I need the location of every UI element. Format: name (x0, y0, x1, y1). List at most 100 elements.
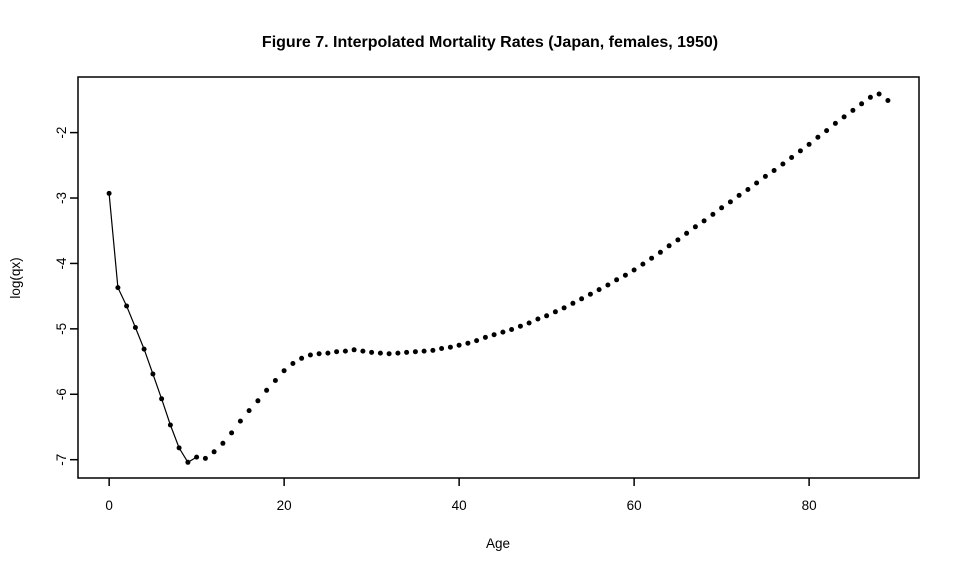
data-point (824, 128, 830, 134)
x-tick-label: 20 (277, 498, 292, 513)
data-point (377, 350, 383, 356)
data-point (684, 230, 690, 236)
data-point (552, 309, 558, 315)
data-point (701, 218, 707, 224)
data-point (692, 224, 698, 230)
data-point (482, 334, 488, 340)
data-point (605, 282, 611, 288)
data-point (211, 449, 217, 455)
data-point (745, 187, 751, 192)
y-tick-label: -5 (54, 323, 69, 335)
data-point (640, 261, 646, 267)
data-point (570, 300, 576, 306)
data-point (447, 344, 453, 350)
x-tick-label: 40 (452, 498, 467, 513)
data-point (115, 285, 121, 291)
data-point (727, 199, 733, 205)
data-point (150, 371, 156, 377)
data-point (587, 291, 593, 297)
data-point (386, 351, 392, 357)
data-point (780, 161, 786, 167)
data-point (290, 361, 296, 366)
data-point (649, 255, 655, 261)
data-point (325, 350, 331, 356)
data-point (789, 155, 795, 160)
data-point (369, 349, 375, 355)
data-point (185, 459, 191, 465)
y-tick-label: -7 (54, 454, 69, 466)
y-tick-label: -6 (54, 388, 69, 400)
data-point (439, 346, 445, 351)
data-point (736, 192, 742, 198)
data-point (220, 440, 226, 446)
data-point (614, 277, 620, 283)
data-point (850, 107, 856, 113)
data-point (491, 332, 497, 338)
data-point (544, 313, 550, 319)
data-point (806, 141, 812, 147)
data-point (124, 303, 130, 309)
y-tick-label: -4 (54, 257, 69, 269)
data-point (395, 350, 401, 356)
x-tick-label: 60 (627, 498, 642, 513)
data-point (246, 408, 252, 414)
chart-title: Figure 7. Interpolated Mortality Rates (… (262, 34, 718, 51)
data-point (867, 94, 873, 100)
data-point (281, 368, 287, 374)
y-axis-ticks: -7 -6 -5 -4 -3 -2 (54, 127, 78, 466)
data-point (579, 296, 585, 302)
data-point (885, 98, 891, 103)
data-point (762, 173, 768, 179)
data-point (832, 120, 838, 126)
y-tick-label: -3 (54, 192, 69, 204)
data-point (167, 422, 173, 428)
data-point (754, 180, 760, 186)
data-point (517, 323, 523, 329)
data-point (404, 349, 410, 355)
data-point (360, 348, 366, 354)
data-point (509, 327, 515, 332)
data-point (229, 430, 235, 436)
data-point (622, 272, 628, 278)
data-point (176, 445, 182, 451)
data-point (334, 349, 340, 355)
x-axis-ticks: 0 20 40 60 80 (105, 478, 817, 513)
y-tick-label: -2 (54, 127, 69, 139)
data-point (631, 267, 637, 273)
data-point (272, 378, 278, 383)
data-point (719, 205, 725, 211)
data-point (500, 329, 506, 335)
x-tick-label: 80 (802, 498, 817, 513)
data-point (106, 190, 112, 196)
plot-border (77, 76, 920, 479)
data-point (841, 114, 847, 120)
data-point (194, 454, 200, 460)
data-point (666, 243, 672, 249)
data-point (264, 387, 270, 393)
data-point (316, 351, 322, 357)
data-point (307, 352, 313, 358)
data-point (299, 355, 305, 361)
data-point (342, 348, 348, 354)
data-point (797, 148, 803, 154)
data-point (421, 348, 427, 354)
data-point (351, 347, 357, 353)
data-point (456, 342, 462, 348)
data-point (876, 91, 882, 97)
interpolation-line (108, 193, 197, 464)
data-points (106, 91, 891, 465)
data-point (474, 338, 480, 344)
x-axis-label: Age (486, 536, 510, 551)
data-point (132, 325, 138, 330)
x-tick-label: 0 (105, 498, 113, 513)
data-point (596, 287, 602, 293)
data-point (815, 134, 821, 140)
data-point (141, 346, 147, 352)
data-point (465, 340, 471, 346)
data-point (771, 168, 777, 173)
data-point (159, 396, 165, 402)
data-point (526, 320, 532, 326)
data-point (255, 398, 261, 404)
